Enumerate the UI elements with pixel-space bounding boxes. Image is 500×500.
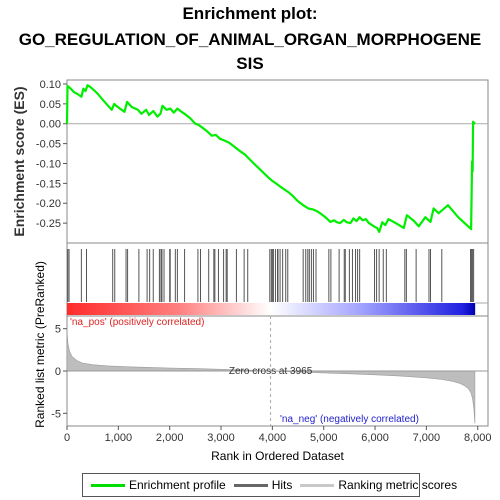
zero-cross-label: Zero cross at 3965 <box>229 366 313 377</box>
ranked-ytick-label: 0 <box>55 366 61 378</box>
ranked-xlabel: Rank in Ordered Dataset <box>211 449 344 463</box>
xtick-label: 1,000 <box>105 432 133 444</box>
xtick-label: 4,000 <box>259 432 287 444</box>
title-line-2: GO_REGULATION_OF_ANIMAL_ORGAN_MORPHOGENE <box>18 30 482 49</box>
legend: Enrichment profile Hits Ranking metric s… <box>82 473 457 497</box>
enrichment-chart: 0.10 0.05 0.00 -0.05 -0.10 -0.15 -0.20 -0.25 Enr… <box>11 79 491 463</box>
legend-swatch-enrichment <box>91 483 125 487</box>
legend-item-enrichment: Enrichment profile <box>91 478 226 492</box>
es-ytick-label: 0.05 <box>40 99 61 111</box>
xtick-label: 3,000 <box>207 432 235 444</box>
enrichment-profile-line <box>65 84 476 233</box>
es-ytick-label: -0.15 <box>36 178 61 190</box>
es-ytick-label: 0.00 <box>40 119 61 131</box>
legend-label-ranking: Ranking metric scores <box>338 478 458 492</box>
title-line-1: Enrichment plot: <box>182 4 318 23</box>
legend-item-hits: Hits <box>233 478 293 492</box>
xtick-label: 5,000 <box>310 432 338 444</box>
neg-correlated-label: 'na_neg' (negatively correlated) <box>280 414 419 425</box>
legend-swatch-ranking <box>300 483 335 487</box>
xtick-label: 6,000 <box>361 432 389 444</box>
es-plot-frame <box>66 79 489 244</box>
es-ylabel: Enrichment score (ES) <box>11 86 27 236</box>
es-ytick-label: -0.25 <box>36 218 61 230</box>
es-ytick-label: -0.10 <box>36 158 61 170</box>
xtick-label: 7,000 <box>413 432 441 444</box>
legend-swatch-hits <box>233 483 268 487</box>
title-line-3: SIS <box>236 54 264 73</box>
xtick-label: 2,000 <box>156 432 184 444</box>
es-ytick-label: 0.10 <box>40 79 61 91</box>
pos-correlated-label: 'na_pos' (positively correlated) <box>70 317 204 328</box>
ranked-panel: 50-50 1,000 2,000 3,000 4,000 5,000 6,000 7,000… <box>33 261 491 463</box>
xtick-label: 0 <box>64 432 70 444</box>
ranked-ytick-label: 5 <box>55 324 61 336</box>
correlation-color-band <box>67 303 476 315</box>
xtick-label: 8,000 <box>464 432 492 444</box>
legend-item-ranking: Ranking metric scores <box>300 478 457 492</box>
es-ytick-label: -0.05 <box>36 139 61 151</box>
legend-label-enrichment: Enrichment profile <box>129 478 226 492</box>
ranked-ytick-label: -5 <box>51 408 61 420</box>
ranked-ylabel: Ranked list metric (PreRanked) <box>33 261 47 428</box>
legend-label-hits: Hits <box>271 478 293 492</box>
es-ytick-label: -0.20 <box>36 198 61 210</box>
hits-panel <box>66 242 489 317</box>
es-panel: 0.10 0.05 0.00 -0.05 -0.10 -0.15 -0.20 -0.25 Enr… <box>11 79 489 244</box>
